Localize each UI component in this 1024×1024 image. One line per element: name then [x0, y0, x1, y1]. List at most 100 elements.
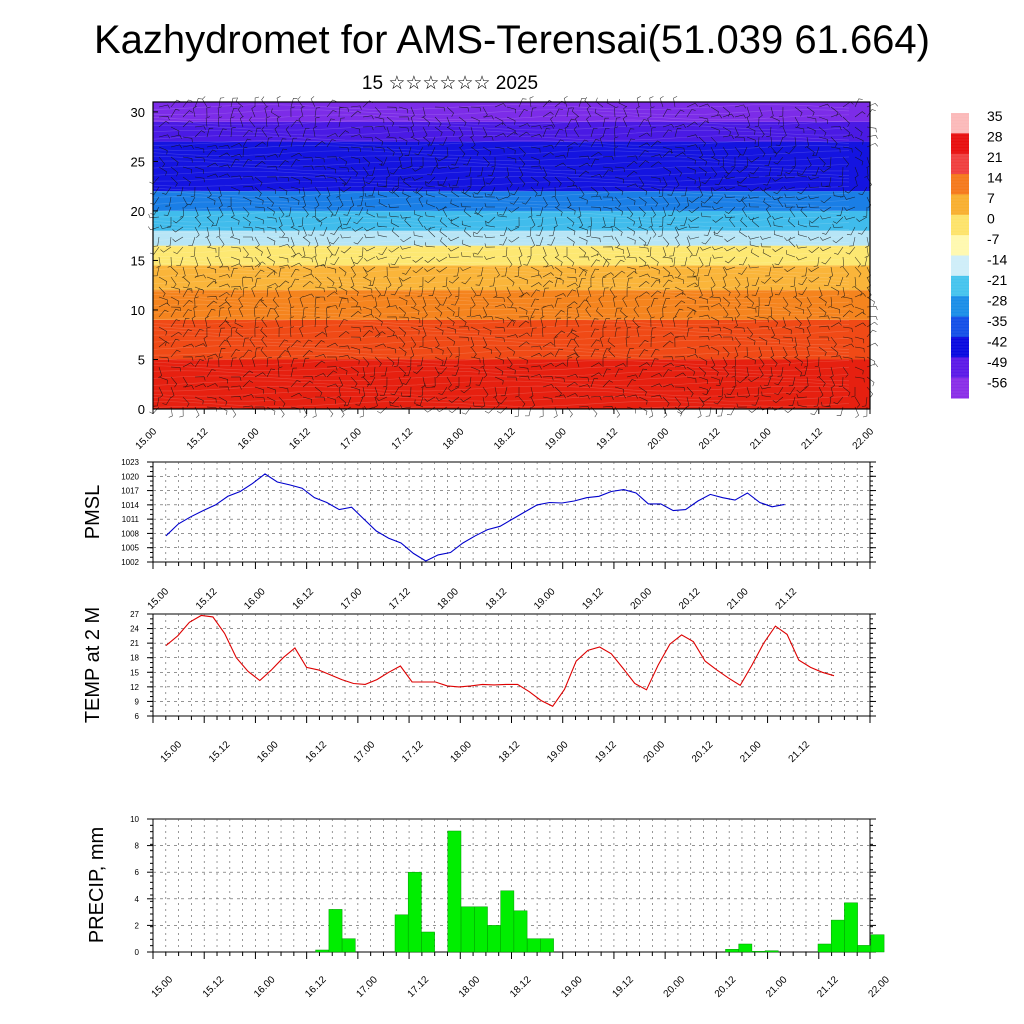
- wind-barb: [686, 306, 696, 315]
- wind-barb: [390, 386, 400, 396]
- wind-barb: [650, 298, 659, 308]
- wind-barb: [566, 276, 577, 282]
- wind-barb: [476, 286, 484, 296]
- wind-barb: [674, 146, 685, 153]
- wind-barb: [662, 332, 674, 338]
- wind-barb: [686, 166, 696, 175]
- wind-barb: [410, 346, 415, 359]
- wind-barb: [301, 246, 306, 258]
- wind-barb: [680, 256, 688, 267]
- wind-barb: [494, 396, 500, 408]
- wind-barb: [266, 153, 279, 158]
- wind-barb: [724, 213, 736, 218]
- wind-barb: [594, 108, 604, 118]
- wind-barb: [170, 331, 182, 338]
- wind-barb: [573, 336, 580, 348]
- wind-barb: [338, 117, 345, 128]
- wind-barb: [285, 126, 292, 138]
- wind-barb: [190, 186, 196, 198]
- temp-x-label: 21.00: [738, 739, 764, 765]
- wind-barb: [626, 270, 638, 278]
- wind-barb: [806, 336, 811, 349]
- wind-barb: [553, 406, 558, 418]
- wind-barb: [566, 226, 576, 236]
- wind-barb: [431, 376, 436, 388]
- temp-y-label: 9: [135, 697, 140, 706]
- wind-barb: [437, 180, 448, 188]
- wind-barb: [278, 226, 286, 238]
- wind-barb: [206, 149, 217, 158]
- wind-barb: [614, 386, 624, 394]
- wind-barb: [414, 210, 424, 218]
- wind-barb: [723, 186, 736, 191]
- wind-barb: [302, 406, 308, 418]
- wind-barb: [530, 289, 541, 298]
- wind-barb: [650, 276, 660, 284]
- wind-barb: [350, 386, 360, 394]
- wind-barb: [475, 208, 484, 218]
- wind-barb: [289, 316, 294, 328]
- wind-barb: [446, 116, 451, 129]
- wind-barb: [798, 276, 808, 286]
- wind-barb: [623, 105, 628, 118]
- panel1-x-label: 19.00: [543, 426, 569, 452]
- wind-barb: [266, 246, 271, 259]
- colorbar-label: 7: [987, 190, 995, 206]
- pmsl-y-label: 1020: [121, 472, 139, 481]
- wind-barb: [484, 216, 496, 224]
- wind-barb: [614, 255, 626, 260]
- wind-barb: [422, 136, 431, 147]
- wind-barb: [438, 386, 448, 395]
- wind-barb: [314, 306, 320, 318]
- wind-barb: [736, 196, 748, 203]
- wind-barb: [746, 336, 756, 345]
- wind-barb: [254, 226, 265, 233]
- wind-barb: [542, 287, 550, 298]
- wind-barb: [646, 246, 652, 258]
- wind-barb: [242, 226, 253, 232]
- wind-barb: [470, 136, 476, 148]
- wind-barb: [362, 313, 375, 318]
- wind-barb: [650, 383, 663, 388]
- wind-barb: [230, 288, 239, 298]
- wind-barb: [686, 317, 693, 328]
- wind-barb: [494, 366, 504, 376]
- wind-barb: [842, 296, 853, 303]
- wind-barb: [362, 156, 371, 167]
- wind-barb: [614, 327, 621, 338]
- wind-barb: [578, 98, 586, 108]
- wind-barb: [389, 396, 400, 404]
- wind-barb: [254, 299, 264, 308]
- wind-barb: [650, 206, 656, 218]
- wind-barb: [170, 286, 181, 294]
- wind-barb: [314, 276, 322, 288]
- wind-barb: [647, 115, 652, 128]
- wind-barb: [314, 373, 327, 378]
- wind-barb: [790, 276, 796, 288]
- wind-barb: [674, 335, 686, 340]
- wind-barb: [182, 276, 191, 287]
- wind-barb: [494, 376, 504, 385]
- wind-barb: [491, 156, 496, 168]
- wind-barb: [463, 207, 472, 218]
- wind-barb: [482, 386, 489, 398]
- wind-barb: [327, 356, 338, 361]
- colorbar-swatch: [951, 336, 969, 358]
- wind-barb: [400, 392, 412, 398]
- wind-barb: [602, 169, 613, 178]
- wind-barb: [518, 98, 527, 108]
- wind-barb: [861, 396, 868, 407]
- wind-barb: [266, 270, 278, 278]
- wind-barb: [176, 186, 184, 197]
- wind-barb: [362, 325, 374, 330]
- wind-barb: [446, 316, 455, 327]
- wind-barb: [170, 134, 182, 139]
- wind-barb: [206, 206, 211, 219]
- contour-line: [152, 135, 850, 141]
- wind-barb: [626, 379, 636, 388]
- wind-barb: [731, 356, 737, 368]
- wind-barb: [374, 125, 386, 130]
- wind-barb: [448, 396, 460, 403]
- wind-barb: [482, 136, 494, 141]
- wind-barb: [830, 355, 842, 360]
